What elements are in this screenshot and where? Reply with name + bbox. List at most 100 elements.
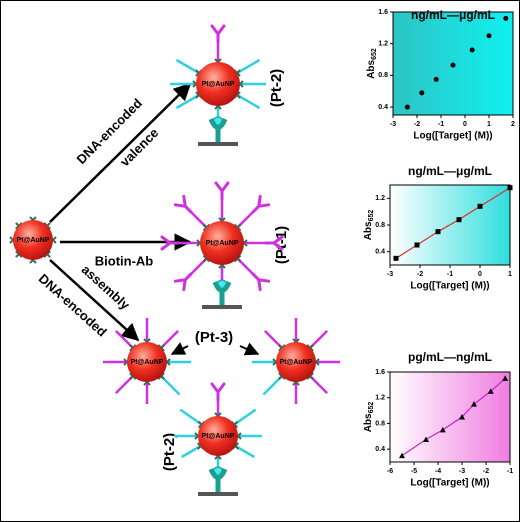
data-point	[487, 388, 494, 394]
dna-arm	[233, 408, 257, 426]
data-point	[433, 76, 439, 82]
data-point	[503, 15, 509, 21]
x-tick-label: -3	[390, 121, 396, 128]
data-point	[469, 47, 475, 53]
data-point	[423, 436, 429, 442]
dna-arm	[179, 408, 203, 426]
particle-label: Pt@AuNP	[202, 433, 235, 440]
nanoparticle	[127, 342, 167, 382]
chart-title: ng/mL—μg/mL	[411, 8, 495, 22]
nanoparticle	[196, 62, 240, 106]
y-tick-label: 0.8	[375, 420, 385, 427]
x-tick-label: 1	[508, 271, 512, 278]
arrow	[170, 342, 189, 355]
x-tick-label: -2	[483, 468, 489, 475]
arrow	[49, 82, 192, 223]
y-axis-label: Abs652	[363, 210, 375, 241]
x-tick-label: -2	[417, 271, 423, 278]
y-axis-label: Abs652	[363, 402, 375, 433]
y-axis-label-main: Abs	[366, 59, 377, 78]
arrow-label: Biotin-Ab	[95, 253, 154, 268]
antibody	[173, 194, 193, 214]
dna-arm	[236, 93, 261, 110]
data-point	[439, 426, 446, 433]
fit-line	[395, 187, 511, 259]
y-tick-label: 0.4	[375, 249, 385, 256]
y-tick-label: 0.8	[378, 72, 388, 79]
y-tick-label: 0.8	[375, 222, 385, 229]
dna-arm	[160, 375, 181, 396]
dna-arm	[236, 58, 261, 75]
y-tick-label: 1.6	[375, 369, 385, 376]
arrow	[49, 259, 140, 342]
y-tick-label: 0.4	[378, 104, 388, 111]
particle-label: Pt@AuNP	[280, 359, 313, 366]
x-tick-label: -6	[387, 468, 393, 475]
y-axis-label-sub: 652	[368, 402, 375, 414]
x-tick-label: 0	[463, 121, 467, 128]
surface	[198, 142, 238, 146]
x-tick-label: 0	[478, 271, 482, 278]
y-tick-label: 0.4	[375, 446, 385, 453]
particle-label: Pt@AuNP	[131, 359, 164, 366]
data-point	[502, 375, 509, 381]
surface	[202, 305, 242, 309]
antibody	[160, 235, 180, 251]
y-axis-label-main: Abs	[363, 221, 374, 240]
data-point	[477, 203, 483, 209]
y-tick-label: 1.2	[378, 41, 388, 48]
capture-antibody	[208, 117, 228, 142]
complex-label: (Pt-2)	[161, 433, 178, 471]
antibody	[251, 194, 271, 214]
arrow-label: assembly	[79, 262, 134, 313]
antibody	[251, 272, 271, 292]
x-tick-label: -5	[411, 468, 417, 475]
x-tick-label: -3	[459, 468, 465, 475]
nanoparticle	[13, 220, 53, 260]
complex-label: (Pt-1)	[273, 226, 290, 264]
chart-title: ng/mL—μg/mL	[408, 164, 492, 178]
data-point	[471, 401, 477, 407]
antibody	[210, 24, 226, 44]
antibody	[214, 181, 230, 201]
data-point	[507, 185, 513, 191]
data-point	[459, 414, 465, 420]
chart-title: pg/mL—ng/mL	[408, 350, 492, 364]
antibody	[210, 382, 226, 402]
data-point	[399, 452, 405, 459]
data-point	[404, 104, 410, 110]
dna-arm	[262, 375, 283, 396]
capture-antibody	[212, 280, 232, 305]
y-axis-label-sub: 652	[371, 48, 378, 60]
x-tick-label: 2	[511, 121, 515, 128]
arrow-label: valence	[117, 125, 161, 169]
nanoparticle	[198, 416, 238, 456]
x-axis-label: Log([Target] (M))	[410, 281, 489, 292]
plot-area	[389, 371, 511, 463]
x-axis-label: Log([Target] (M))	[410, 478, 489, 489]
x-tick-label: -1	[507, 468, 513, 475]
data-point	[435, 229, 441, 235]
x-tick-label: -1	[447, 271, 453, 278]
antibody	[173, 272, 193, 292]
particle-label: Pt@AuNP	[202, 81, 235, 88]
x-tick-label: -1	[438, 121, 444, 128]
complex-label: (Pt-2)	[268, 69, 285, 107]
nanoparticle	[200, 221, 244, 265]
x-tick-label: -3	[387, 271, 393, 278]
x-tick-label: -2	[414, 121, 420, 128]
particle-label: Pt@AuNP	[17, 237, 50, 244]
y-axis-label-main: Abs	[363, 413, 374, 432]
data-point	[393, 255, 399, 261]
y-axis-label: Abs652	[366, 48, 378, 79]
data-point	[486, 33, 492, 39]
antibody	[264, 235, 284, 251]
x-axis-label: Log([Target] (M))	[413, 131, 492, 142]
data-point	[456, 217, 462, 223]
data-point	[414, 242, 420, 248]
surface	[198, 492, 238, 496]
capture-antibody	[208, 467, 228, 492]
complex-label: (Pt-3)	[195, 329, 233, 346]
nanoparticle	[276, 342, 316, 382]
